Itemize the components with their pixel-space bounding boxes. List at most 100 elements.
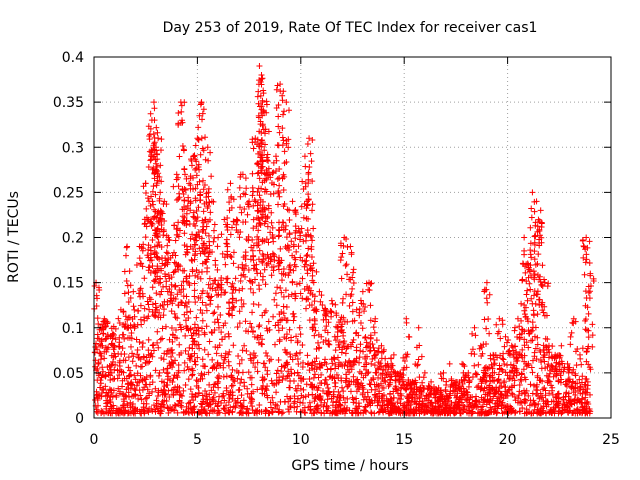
roti-point xyxy=(292,235,299,242)
roti-point xyxy=(242,318,249,325)
roti-point xyxy=(294,395,301,402)
roti-point xyxy=(148,153,155,160)
roti-point xyxy=(394,406,401,413)
roti-point xyxy=(152,408,159,415)
roti-point xyxy=(290,378,297,385)
roti-point xyxy=(171,283,178,290)
roti-point xyxy=(480,396,487,403)
roti-point xyxy=(361,363,368,370)
roti-point xyxy=(557,372,564,379)
roti-point xyxy=(359,390,366,397)
roti-point xyxy=(346,369,353,376)
roti-point xyxy=(237,379,244,386)
roti-point xyxy=(397,391,404,398)
roti-peak-point xyxy=(186,180,193,187)
roti-point xyxy=(259,97,266,104)
roti-point xyxy=(583,348,590,355)
roti-point xyxy=(261,141,268,148)
roti-point xyxy=(226,395,233,402)
roti-point xyxy=(152,160,159,167)
roti-point xyxy=(534,381,541,388)
roti-peak-point xyxy=(459,360,466,367)
roti-point xyxy=(273,86,280,93)
roti-point xyxy=(307,150,314,157)
roti-point xyxy=(137,392,144,399)
roti-point xyxy=(564,366,571,373)
roti-point xyxy=(237,204,244,211)
roti-point xyxy=(358,300,365,307)
roti-point xyxy=(145,164,152,171)
roti-point xyxy=(518,317,525,324)
roti-point xyxy=(220,360,227,367)
roti-point xyxy=(168,289,175,296)
roti-point xyxy=(187,308,194,315)
roti-point xyxy=(244,405,251,412)
roti-point xyxy=(312,307,319,314)
roti-point xyxy=(252,352,259,359)
roti-point xyxy=(254,407,261,414)
roti-peak-point xyxy=(181,171,188,178)
roti-point xyxy=(158,178,165,185)
roti-point xyxy=(208,328,215,335)
roti-point xyxy=(250,388,257,395)
roti-point xyxy=(155,400,162,407)
roti-point xyxy=(181,197,188,204)
roti-point xyxy=(294,339,301,346)
roti-point xyxy=(149,308,156,315)
roti-point xyxy=(142,234,149,241)
roti-point xyxy=(502,383,509,390)
roti-point xyxy=(93,406,100,413)
roti-point xyxy=(178,108,185,115)
roti-point xyxy=(318,371,325,378)
roti-point xyxy=(203,268,210,275)
roti-point xyxy=(504,339,511,346)
roti-point xyxy=(586,259,593,266)
roti-point xyxy=(336,344,343,351)
roti-point xyxy=(371,354,378,361)
roti-point xyxy=(534,228,541,235)
roti-point xyxy=(171,259,178,266)
roti-point xyxy=(276,129,283,136)
roti-point xyxy=(409,389,416,396)
roti-point xyxy=(153,397,160,404)
roti-point xyxy=(156,256,163,263)
roti-point xyxy=(135,395,142,402)
roti-point xyxy=(104,319,111,326)
roti-point xyxy=(525,362,532,369)
roti-point xyxy=(306,163,313,170)
roti-point xyxy=(300,238,307,245)
roti-point xyxy=(532,345,539,352)
roti-point xyxy=(297,349,304,356)
roti-point xyxy=(460,361,467,368)
roti-point xyxy=(149,237,156,244)
roti-point xyxy=(335,363,342,370)
roti-point xyxy=(199,290,206,297)
roti-peak-point xyxy=(258,72,265,79)
roti-point xyxy=(254,359,261,366)
roti-point xyxy=(235,387,242,394)
roti-point xyxy=(305,180,312,187)
roti-point xyxy=(205,281,212,288)
roti-point xyxy=(538,358,545,365)
roti-point xyxy=(230,304,237,311)
roti-point xyxy=(190,186,197,193)
roti-point xyxy=(257,118,264,125)
roti-point xyxy=(495,402,502,409)
roti-point xyxy=(97,350,104,357)
roti-point xyxy=(153,124,160,131)
roti-point xyxy=(530,324,537,331)
roti-point xyxy=(371,329,378,336)
roti-point xyxy=(268,377,275,384)
roti-point xyxy=(287,404,294,411)
roti-point xyxy=(309,326,316,333)
roti-point xyxy=(203,399,210,406)
roti-point xyxy=(297,385,304,392)
roti-point xyxy=(292,229,299,236)
roti-point xyxy=(225,362,232,369)
roti-point xyxy=(183,175,190,182)
roti-point xyxy=(521,374,528,381)
roti-point xyxy=(258,340,265,347)
roti-point xyxy=(292,206,299,213)
roti-point xyxy=(103,400,110,407)
roti-point xyxy=(387,376,394,383)
